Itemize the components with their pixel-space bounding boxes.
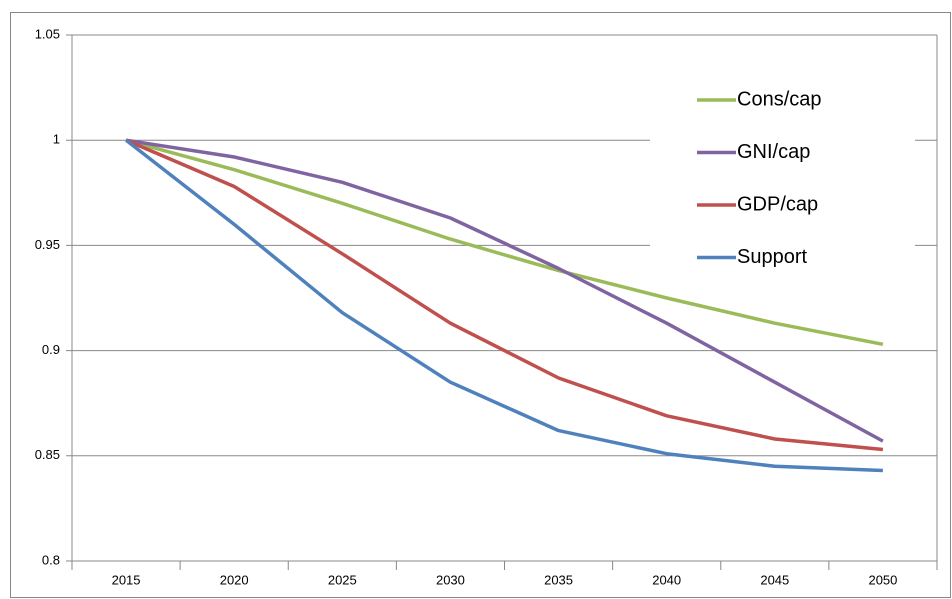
x-tick-label: 2015 (112, 572, 141, 587)
x-tick-label: 2030 (436, 572, 465, 587)
legend-label: Cons/cap (737, 88, 822, 110)
y-tick-label: 0.9 (42, 342, 60, 357)
y-tick-label: 0.85 (35, 447, 60, 462)
series-line (125, 138, 884, 443)
series-line (125, 138, 884, 347)
x-tick-label: 2050 (868, 572, 897, 587)
legend-label: Support (737, 246, 807, 268)
series-line (125, 138, 884, 452)
legend-label: GNI/cap (737, 141, 810, 163)
x-tick-label: 2020 (220, 572, 249, 587)
y-tick-label: 1 (53, 132, 60, 147)
x-tick-label: 2045 (760, 572, 789, 587)
x-tick-label: 2040 (652, 572, 681, 587)
series-line (125, 138, 883, 473)
x-tick-label: 2035 (544, 572, 573, 587)
x-tick-label: 2025 (328, 572, 357, 587)
legend-box (650, 75, 915, 285)
y-tick-label: 1.05 (35, 26, 60, 41)
legend-label: GDP/cap (737, 193, 818, 215)
y-tick-label: 0.8 (42, 552, 60, 567)
y-tick-label: 0.95 (35, 237, 60, 252)
